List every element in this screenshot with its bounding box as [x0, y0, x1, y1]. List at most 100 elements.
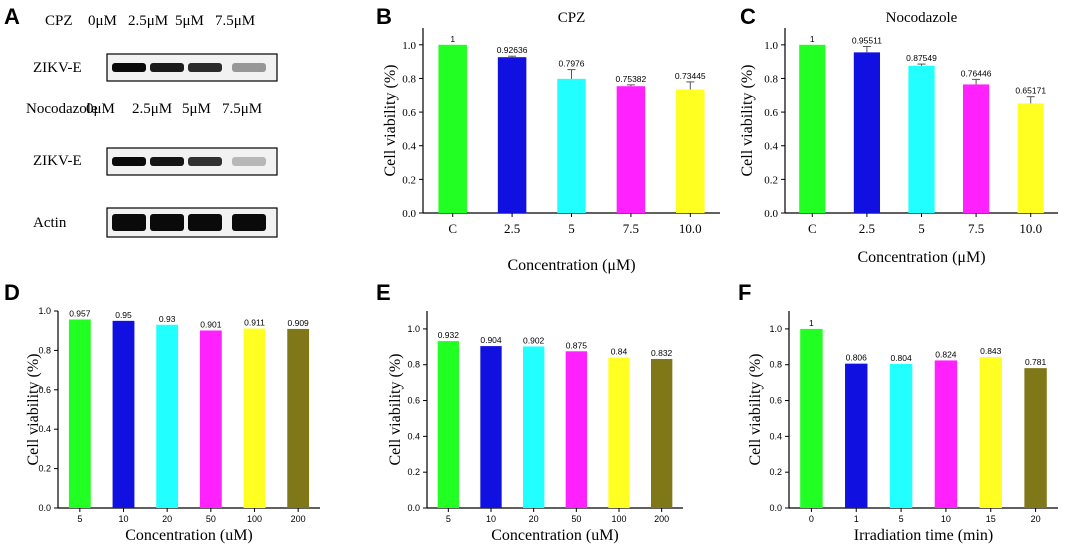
x-tick-label: 10.0 [1019, 221, 1042, 236]
x-tick-label: 0 [809, 514, 814, 524]
bar [908, 65, 935, 213]
bar [1017, 103, 1044, 213]
y-tick-label: 1.0 [402, 40, 416, 52]
blot-band [188, 63, 222, 72]
bar [437, 341, 459, 508]
bar [68, 319, 91, 508]
x-tick-label: 20 [529, 514, 539, 524]
bar [497, 57, 527, 213]
y-tick-label: 0.8 [402, 73, 416, 85]
x-tick-label: 200 [654, 514, 669, 524]
y-tick-label: 0.6 [407, 396, 420, 406]
cpz-row-label: CPZ [45, 13, 73, 29]
nocodazole-concentration-label: 2.5μM [132, 101, 172, 117]
data-label: 0.806 [846, 353, 868, 363]
y-tick-label: 0.6 [764, 107, 778, 119]
y-tick-label: 0.4 [769, 431, 782, 441]
bar [523, 346, 545, 508]
x-tick-label: 5 [77, 514, 82, 524]
data-label: 0.832 [651, 348, 673, 358]
x-tick-label: 15 [986, 514, 996, 524]
blot-band [232, 157, 266, 166]
nocodazole-concentration-label: 5μM [182, 101, 211, 117]
blot-strip-actin [106, 207, 278, 238]
y-tick-label: 0.4 [38, 424, 51, 434]
x-tick-label: 10.0 [679, 221, 702, 236]
y-tick-label: 0.2 [38, 464, 51, 474]
x-axis-label: Concentration (uM) [491, 527, 619, 544]
data-label: 0.84 [611, 347, 628, 357]
y-tick-label: 0.4 [764, 141, 778, 153]
y-tick-label: 0.4 [402, 141, 416, 153]
bar-charts: B CPZ 0.0 0.2 0.4 0.6 0.8 1.0 1 C 0.92636 2.5 0.7976… [4, 4, 1058, 544]
data-label: 0.93 [159, 314, 176, 324]
blot-label-actin: Actin [33, 215, 67, 231]
bar [853, 52, 881, 214]
x-tick-label: 7.5 [623, 221, 639, 236]
x-tick-label: 100 [611, 514, 626, 524]
data-label: 0.95 [115, 310, 132, 320]
data-label: 0.65171 [1015, 86, 1046, 96]
x-tick-label: C [808, 221, 817, 236]
cpz-concentration-label: 5μM [175, 13, 204, 29]
x-tick-label: 5 [899, 514, 904, 524]
y-tick-label: 0.8 [769, 360, 782, 370]
y-tick-label: 0.0 [402, 208, 416, 220]
bar [199, 330, 222, 508]
x-tick-label: 50 [571, 514, 581, 524]
blot-band [112, 63, 146, 72]
data-label: 0.75382 [616, 74, 647, 84]
bar [1024, 368, 1047, 508]
x-tick-label: 20 [162, 514, 172, 524]
bar [616, 86, 646, 213]
bar [480, 346, 502, 508]
y-axis-label: Cell viability (%) [387, 354, 404, 466]
y-tick-label: 0.6 [402, 107, 416, 119]
nocodazole-row-label: Nocodazole [26, 101, 98, 117]
x-tick-label: 2.5 [504, 221, 520, 236]
y-tick-label: 1.0 [38, 306, 51, 316]
x-tick-label: C [448, 221, 457, 236]
y-axis-label: Cell viability (%) [25, 354, 42, 466]
data-label: 0.957 [69, 308, 91, 318]
data-label: 0.824 [935, 349, 957, 359]
cpz-concentration-label: 7.5μM [215, 13, 255, 29]
y-tick-label: 0.8 [38, 345, 51, 355]
bar [608, 357, 630, 508]
blot-band [188, 157, 222, 166]
x-axis-label: Concentration (μM) [857, 249, 985, 266]
data-label: 1 [810, 34, 815, 44]
x-tick-label: 200 [291, 514, 306, 524]
blot-strip-zikv-e-nocodazole [106, 147, 278, 176]
y-tick-label: 0.0 [407, 503, 420, 513]
y-tick-label: 0.8 [407, 360, 420, 370]
x-tick-label: 5 [446, 514, 451, 524]
y-tick-label: 0.0 [764, 208, 778, 220]
data-label: 0.902 [523, 335, 545, 345]
data-label: 0.781 [1025, 357, 1047, 367]
data-label: 0.804 [890, 353, 912, 363]
chart-panel-c: C Nocodazole 0.0 0.2 0.4 0.6 0.8 1.0 1 C 0.95511 2.… [739, 4, 1058, 266]
x-tick-label: 50 [206, 514, 216, 524]
y-tick-label: 0.8 [764, 73, 778, 85]
y-tick-label: 1.0 [769, 324, 782, 334]
blot-band [150, 214, 184, 231]
data-label: 0.95511 [852, 35, 882, 45]
panel-letter: C [740, 4, 756, 29]
y-tick-label: 0.2 [764, 174, 778, 186]
x-tick-label: 10 [486, 514, 496, 524]
y-tick-label: 0.6 [38, 385, 51, 395]
chart-title: Nocodazole [886, 10, 958, 26]
panel-letter-a: A [4, 4, 20, 29]
y-tick-label: 0.4 [407, 431, 420, 441]
bar [557, 78, 586, 213]
bar [565, 351, 587, 508]
chart-panel-b: B CPZ 0.0 0.2 0.4 0.6 0.8 1.0 1 C 0.92636 2.5 0.7976… [376, 4, 720, 274]
cpz-concentration-labels: 0μM 2.5μM 5μM 7.5μM [88, 13, 255, 29]
x-axis-label: Concentration (uM) [125, 527, 253, 544]
data-label: 0.76446 [961, 68, 992, 78]
bar [889, 364, 913, 508]
panel-letter: E [376, 280, 391, 305]
data-label: 0.904 [480, 335, 502, 345]
data-label: 0.843 [980, 346, 1002, 356]
